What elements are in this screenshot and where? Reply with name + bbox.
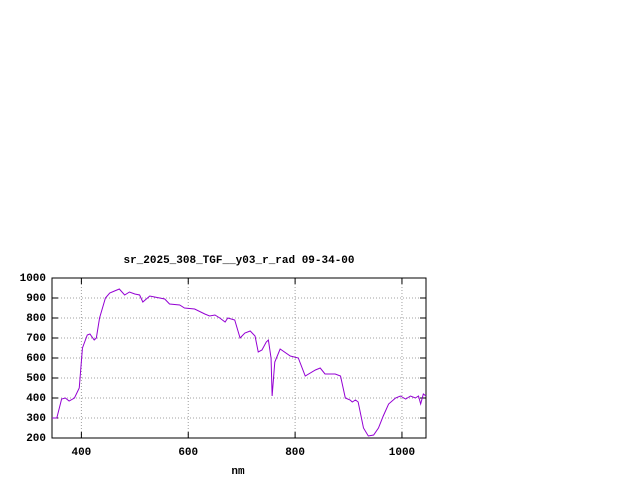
x-tick-label: 400 [71, 447, 91, 459]
x-tick-label: 1000 [389, 447, 415, 459]
y-tick-label: 500 [26, 373, 46, 385]
x-axis-label: nm [231, 466, 245, 478]
chart-title: sr_2025_308_TGF__y03_r_rad 09-34-00 [123, 255, 354, 267]
plot-border [51, 277, 427, 439]
y-tick-label: 200 [26, 433, 46, 445]
y-tick-label: 800 [26, 313, 46, 325]
y-tick-label: 1000 [20, 273, 46, 285]
y-tick-label: 600 [26, 353, 46, 365]
data-line [52, 288, 427, 437]
x-tick-label: 600 [178, 447, 198, 459]
y-tick-label: 700 [26, 333, 46, 345]
y-tick-label: 300 [26, 413, 46, 425]
y-tick-label: 400 [26, 393, 46, 405]
y-tick-label: 900 [26, 293, 46, 305]
x-tick-label: 800 [285, 447, 305, 459]
